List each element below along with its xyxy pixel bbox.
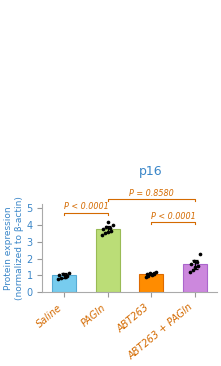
Point — [189, 269, 192, 275]
Text: p16: p16 — [139, 165, 162, 178]
Point — [65, 273, 69, 279]
Point — [154, 269, 158, 275]
Point — [148, 270, 152, 276]
Point — [192, 258, 196, 264]
Point — [106, 219, 110, 224]
Bar — [96, 229, 120, 292]
Point — [198, 251, 202, 257]
Point — [67, 270, 71, 276]
Point — [195, 259, 199, 265]
Point — [101, 227, 105, 232]
Point — [61, 271, 65, 277]
Point — [145, 271, 148, 277]
Point — [194, 264, 197, 270]
Point — [57, 276, 60, 282]
Point — [144, 274, 147, 280]
Text: P < 0.0001: P < 0.0001 — [64, 202, 108, 211]
Point — [108, 225, 112, 231]
Point — [59, 275, 63, 281]
Point — [109, 228, 112, 234]
Point — [103, 230, 107, 236]
Point — [63, 274, 66, 280]
Bar — [183, 265, 207, 292]
Point — [65, 272, 68, 277]
Point — [100, 232, 104, 238]
Point — [150, 272, 154, 278]
Text: P < 0.0001: P < 0.0001 — [151, 212, 196, 221]
Point — [191, 267, 195, 273]
Bar — [52, 276, 76, 292]
Point — [105, 224, 108, 229]
Point — [152, 270, 155, 276]
Text: P = 0.8580: P = 0.8580 — [129, 189, 174, 198]
Point — [147, 273, 150, 279]
Point — [196, 263, 200, 269]
Point — [57, 273, 61, 279]
Point — [107, 229, 110, 235]
Bar — [139, 274, 163, 292]
Y-axis label: Protein expression
(normalized to β-actin): Protein expression (normalized to β-acti… — [4, 197, 24, 300]
Point — [189, 261, 193, 267]
Point — [111, 222, 114, 228]
Point — [153, 271, 156, 277]
